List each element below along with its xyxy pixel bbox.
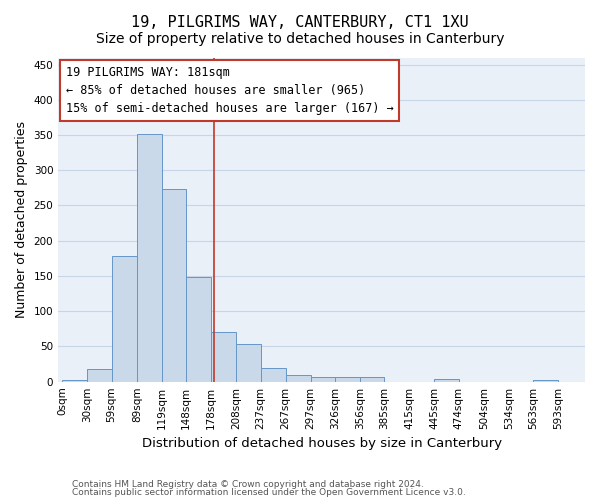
Text: Contains HM Land Registry data © Crown copyright and database right 2024.: Contains HM Land Registry data © Crown c… [72,480,424,489]
Bar [112,256,137,382]
Bar [186,278,211,382]
Bar [62,380,88,382]
Bar [236,344,260,382]
Text: 19 PILGRIMS WAY: 181sqm
← 85% of detached houses are smaller (965)
15% of semi-d: 19 PILGRIMS WAY: 181sqm ← 85% of detache… [65,66,394,115]
Text: Contains public sector information licensed under the Open Government Licence v3: Contains public sector information licen… [72,488,466,497]
Bar [260,368,286,382]
Y-axis label: Number of detached properties: Number of detached properties [15,121,28,318]
Text: 19, PILGRIMS WAY, CANTERBURY, CT1 1XU: 19, PILGRIMS WAY, CANTERBURY, CT1 1XU [131,15,469,30]
Bar [311,378,335,382]
Bar [162,190,186,382]
Bar [88,369,112,382]
Text: Size of property relative to detached houses in Canterbury: Size of property relative to detached ho… [96,32,504,46]
Bar [335,378,360,382]
Bar [211,332,236,382]
Bar [286,376,311,382]
Bar [137,134,162,382]
Bar [533,380,558,382]
Bar [434,379,459,382]
X-axis label: Distribution of detached houses by size in Canterbury: Distribution of detached houses by size … [142,437,502,450]
Bar [360,376,385,382]
